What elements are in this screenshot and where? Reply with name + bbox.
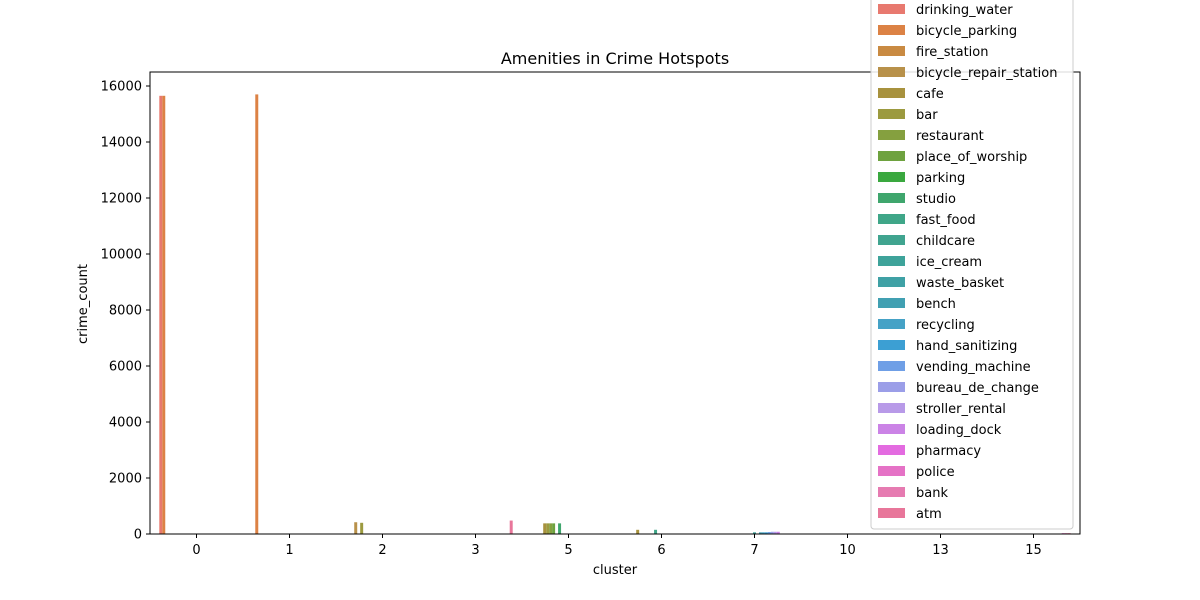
y-tick-label: 12000 [101, 192, 142, 207]
bar-loading_dock-cluster-7 [776, 531, 780, 534]
y-tick-label: 16000 [101, 80, 142, 95]
bar-atm-cluster-3 [509, 520, 513, 534]
bar-fast_food-cluster-6 [654, 529, 658, 534]
legend-label-vending_machine: vending_machine [916, 360, 1031, 375]
legend-swatch-bank [878, 487, 905, 497]
x-tick-label: 15 [1025, 543, 1042, 558]
bar-bicycle_repair_station-cluster-2 [354, 522, 358, 534]
legend-swatch-bureau_de_change [878, 382, 905, 392]
x-tick-label: 3 [471, 543, 479, 558]
legend-box [870, 0, 1074, 530]
y-tick-label: 4000 [109, 416, 142, 431]
legend: drinking_water bicycle_parking fire_statio… [870, 0, 1074, 530]
x-tick-label: 13 [932, 543, 949, 558]
y-axis-label: crime_count [76, 264, 91, 344]
legend-label-loading_dock: loading_dock [916, 423, 1002, 438]
x-tick-label: 1 [285, 543, 293, 558]
legend-label-bench: bench [916, 297, 956, 312]
bar-studio-cluster-5 [558, 523, 562, 534]
legend-label-bicycle_parking: bicycle_parking [916, 24, 1017, 39]
legend-label-recycling: recycling [916, 318, 975, 333]
bar-bar-cluster-5 [546, 523, 550, 534]
y-tick-label: 14000 [101, 136, 142, 151]
legend-label-childcare: childcare [916, 234, 975, 249]
x-tick-label: 5 [564, 543, 572, 558]
legend-label-bank: bank [916, 486, 948, 501]
legend-swatch-vending_machine [878, 361, 905, 371]
x-tick-label: 6 [657, 543, 665, 558]
x-tick-label: 2 [378, 543, 386, 558]
legend-label-bar: bar [916, 108, 938, 123]
y-tick-label: 8000 [109, 304, 142, 319]
legend-swatch-drinking_water [878, 4, 905, 14]
y-tick-label: 10000 [101, 248, 142, 263]
legend-swatch-bench [878, 298, 905, 308]
legend-label-pharmacy: pharmacy [916, 444, 981, 459]
legend-swatch-ice_cream [878, 256, 905, 266]
bar-drinking_water-cluster-0 [159, 95, 163, 535]
x-axis-label: cluster [593, 563, 638, 578]
bars-layer [159, 94, 1071, 535]
legend-label-fire_station: fire_station [916, 45, 988, 60]
legend-label-fast_food: fast_food [916, 213, 976, 228]
legend-label-bicycle_repair_station: bicycle_repair_station [916, 66, 1057, 81]
legend-swatch-hand_sanitizing [878, 340, 905, 350]
bar-vending_machine-cluster-7 [767, 532, 771, 534]
legend-swatch-parking [878, 172, 905, 182]
bar-bicycle_parking-cluster-0 [162, 95, 166, 535]
legend-label-stroller_rental: stroller_rental [916, 402, 1006, 417]
legend-swatch-bicycle_repair_station [878, 67, 905, 77]
bar-cafe-cluster-5 [543, 523, 547, 534]
x-tick-label: 7 [750, 543, 758, 558]
legend-swatch-studio [878, 193, 905, 203]
legend-swatch-bar [878, 109, 905, 119]
bar-hand_sanitizing-cluster-7 [764, 532, 768, 534]
legend-label-studio: studio [916, 192, 956, 207]
legend-label-bureau_de_change: bureau_de_change [916, 381, 1039, 396]
x-tick-label: 0 [192, 543, 200, 558]
bar-bench-cluster-7 [758, 532, 762, 534]
legend-swatch-loading_dock [878, 424, 905, 434]
legend-swatch-pharmacy [878, 445, 905, 455]
legend-swatch-waste_basket [878, 277, 905, 287]
legend-swatch-police [878, 466, 905, 476]
plot-frame [149, 71, 1081, 535]
legend-label-ice_cream: ice_cream [916, 255, 982, 270]
legend-swatch-fast_food [878, 214, 905, 224]
y-tick-label: 6000 [109, 360, 142, 375]
bar-place_of_worship-cluster-5 [552, 523, 556, 534]
legend-label-atm: atm [916, 507, 942, 522]
bar-bicycle_parking-cluster-1 [255, 94, 259, 535]
bar-bureau_de_change-cluster-7 [770, 531, 774, 534]
legend-label-cafe: cafe [916, 87, 944, 102]
legend-swatch-bicycle_parking [878, 25, 905, 35]
legend-label-place_of_worship: place_of_worship [916, 150, 1027, 165]
y-tick-label: 0 [134, 528, 142, 543]
legend-label-restaurant: restaurant [916, 129, 984, 144]
legend-swatch-place_of_worship [878, 151, 905, 161]
legend-swatch-atm [878, 508, 905, 518]
legend-swatch-stroller_rental [878, 403, 905, 413]
x-tick-label: 10 [839, 543, 856, 558]
legend-swatch-childcare [878, 235, 905, 245]
legend-label-police: police [916, 465, 955, 480]
legend-swatch-recycling [878, 319, 905, 329]
legend-swatch-restaurant [878, 130, 905, 140]
bar-stroller_rental-cluster-7 [773, 531, 777, 534]
bar-recycling-cluster-7 [761, 532, 765, 534]
bar-ice_cream-cluster-7 [753, 532, 756, 534]
bar-bar-cluster-2 [360, 522, 364, 534]
legend-label-waste_basket: waste_basket [916, 276, 1004, 291]
legend-label-drinking_water: drinking_water [916, 3, 1013, 18]
chart-title: Amenities in Crime Hotspots [501, 49, 729, 68]
legend-label-parking: parking [916, 171, 965, 186]
legend-swatch-cafe [878, 88, 905, 98]
bar-restaurant-cluster-5 [549, 523, 553, 534]
legend-label-hand_sanitizing: hand_sanitizing [916, 339, 1017, 354]
y-tick-label: 2000 [109, 472, 142, 487]
axes-layer: 0 2000 4000 6000 8000 10000 12000 14000 16000 0 1 2… [101, 71, 1081, 558]
bar-cafe-cluster-6 [636, 529, 640, 534]
legend-swatch-fire_station [878, 46, 905, 56]
